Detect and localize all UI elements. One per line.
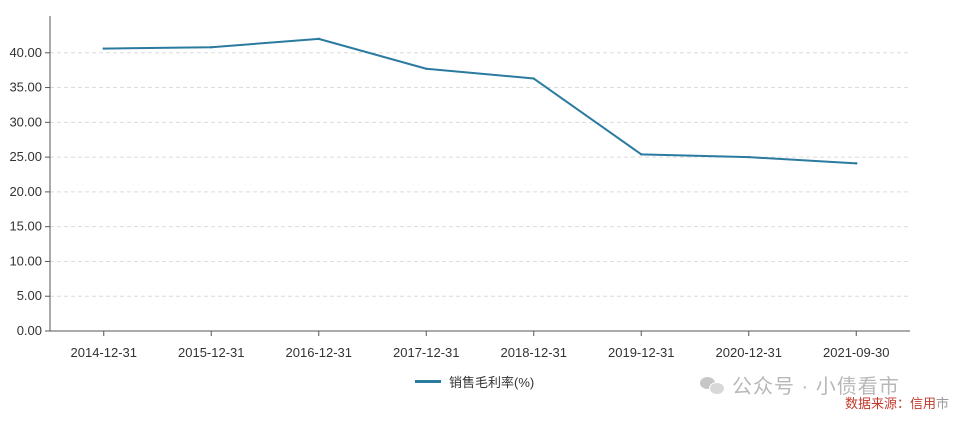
y-tick-label: 20.00 — [9, 184, 42, 199]
source-note-tail: 市 — [936, 396, 950, 411]
x-tick-label: 2020-12-31 — [716, 345, 783, 360]
y-tick-labels: 0.00 5.00 10.00 15.00 20.00 25.00 30.00 35.00 40… — [9, 45, 42, 338]
series-line — [103, 37, 857, 165]
x-tick-label: 2015-12-31 — [178, 345, 245, 360]
y-tick-label: 25.00 — [9, 149, 42, 164]
x-tick-label: 2014-12-31 — [71, 345, 138, 360]
data-point — [532, 77, 535, 80]
data-point — [102, 47, 105, 50]
x-tick-label: 2019-12-31 — [608, 345, 675, 360]
y-tick-label: 35.00 — [9, 80, 42, 95]
x-tick-label: 2021-09-30 — [823, 345, 890, 360]
y-tick-label: 10.00 — [9, 253, 42, 268]
watermark: 公众号 · 小债看市 — [700, 370, 900, 399]
data-point — [425, 67, 428, 70]
wechat-icon — [700, 375, 725, 395]
data-point — [210, 46, 213, 49]
legend-swatch — [415, 380, 441, 383]
data-point — [747, 155, 750, 159]
source-note: 数据来源：信用市 — [845, 393, 949, 412]
y-tick-label: 5.00 — [17, 288, 42, 303]
axes — [45, 16, 910, 336]
watermark-text: 公众号 · 小债看市 — [732, 376, 900, 398]
data-point — [640, 153, 643, 156]
series-layer — [102, 37, 858, 165]
y-tick-label: 15.00 — [9, 219, 42, 234]
data-point — [317, 37, 320, 41]
grid-lines — [50, 52, 910, 297]
x-tick-label: 2016-12-31 — [286, 345, 353, 360]
source-note-text: 数据来源：信用 — [845, 396, 937, 411]
x-tick-label: 2018-12-31 — [501, 345, 568, 360]
data-point — [855, 162, 858, 165]
x-tick-labels: 2014-12-31 2015-12-31 2016-12-31 2017-12-31… — [71, 345, 890, 360]
y-tick-label: 0.00 — [17, 323, 42, 338]
y-tick-label: 40.00 — [9, 45, 42, 60]
x-tick-label: 2017-12-31 — [393, 345, 460, 360]
legend-label: 销售毛利率(%) — [449, 375, 535, 390]
y-tick-label: 30.00 — [9, 114, 42, 129]
legend[interactable]: 销售毛利率(%) — [415, 372, 534, 391]
